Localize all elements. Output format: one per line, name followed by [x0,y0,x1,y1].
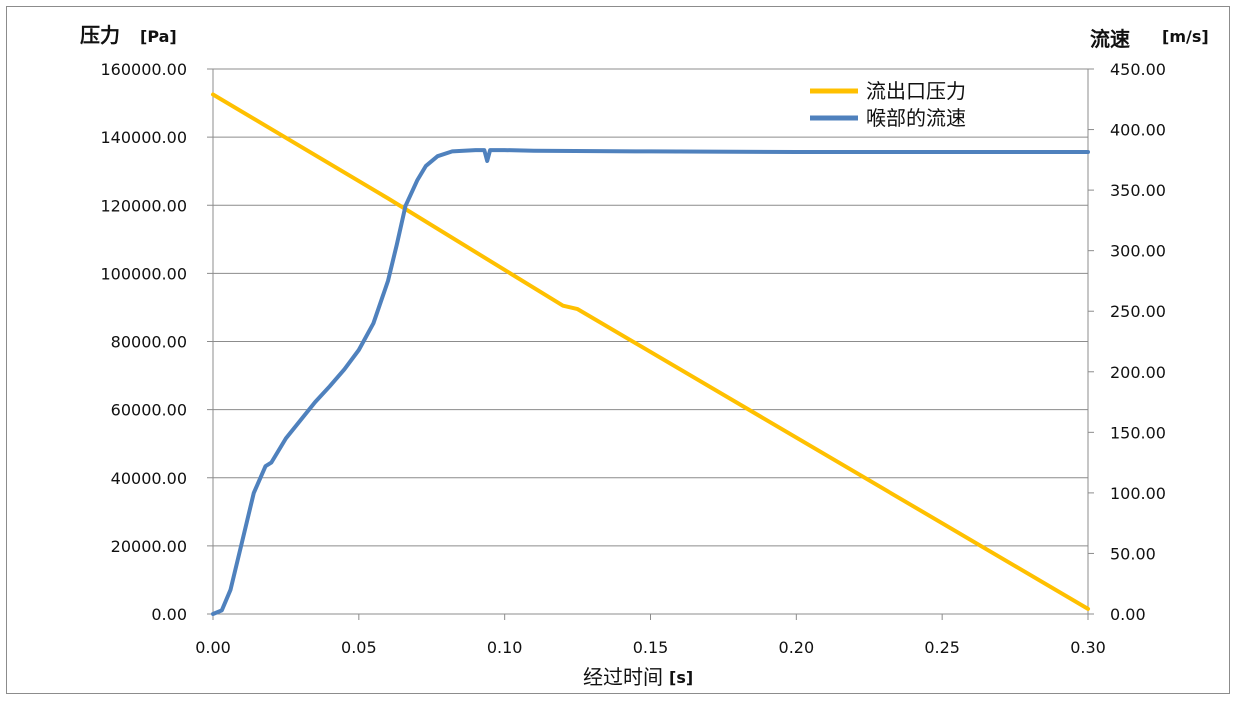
left-axis-unit: [Pa] [140,27,177,46]
right-tick-label: 150.00 [1110,423,1166,442]
right-tick-label: 250.00 [1110,302,1166,321]
x-tick-label: 0.00 [195,638,231,657]
x-tick-label: 0.10 [487,638,523,657]
axes [212,69,1089,615]
x-axis-tick-labels: 0.00 0.05 0.10 0.15 0.20 0.25 0.30 [195,638,1106,657]
right-tick-label: 300.00 [1110,242,1166,261]
series-line-throat-velocity [211,148,1090,616]
right-axis-tick-labels: 0.00 50.00 100.00 150.00 200.00 250.00 300.00 3… [1110,60,1166,624]
x-axis-unit: [s] [669,668,693,687]
left-tick-label: 120000.00 [100,196,187,215]
chart-frame [6,6,1230,694]
series-line-outlet-pressure [211,92,1090,611]
left-axis-title: 压力 [80,23,120,47]
gridlines [207,68,1094,620]
x-tick-label: 0.30 [1070,638,1106,657]
right-axis-title: 流速 [1090,27,1130,51]
right-tick-label: 100.00 [1110,484,1166,503]
legend-label-outlet-pressure: 流出口压力 [866,79,966,103]
left-tick-label: 100000.00 [100,264,187,283]
x-tick-label: 0.20 [779,638,815,657]
right-tick-label: 200.00 [1110,363,1166,382]
x-axis-title: 经过时间 [583,665,663,689]
x-tick-label: 0.05 [341,638,377,657]
left-tick-label: 80000.00 [111,333,187,352]
x-tick-label: 0.15 [633,638,669,657]
left-tick-label: 0.00 [151,605,187,624]
right-tick-label: 50.00 [1110,544,1156,563]
left-tick-label: 40000.00 [111,469,187,488]
series-lines [211,92,1090,616]
left-tick-label: 140000.00 [100,128,187,147]
right-axis-unit: [m/s] [1162,27,1209,46]
x-tick-label: 0.25 [924,638,960,657]
left-tick-label: 20000.00 [111,537,187,556]
left-tick-label: 60000.00 [111,401,187,420]
left-tick-label: 160000.00 [100,60,187,79]
right-tick-label: 0.00 [1110,605,1146,624]
right-tick-label: 350.00 [1110,181,1166,200]
legend-label-throat-velocity: 喉部的流速 [866,106,966,130]
left-axis-tick-labels: 0.00 20000.00 40000.00 60000.00 80000.00 1000… [100,60,187,624]
right-tick-label: 450.00 [1110,60,1166,79]
right-tick-label: 400.00 [1110,121,1166,140]
legend: 流出口压力 喉部的流速 [810,79,966,130]
